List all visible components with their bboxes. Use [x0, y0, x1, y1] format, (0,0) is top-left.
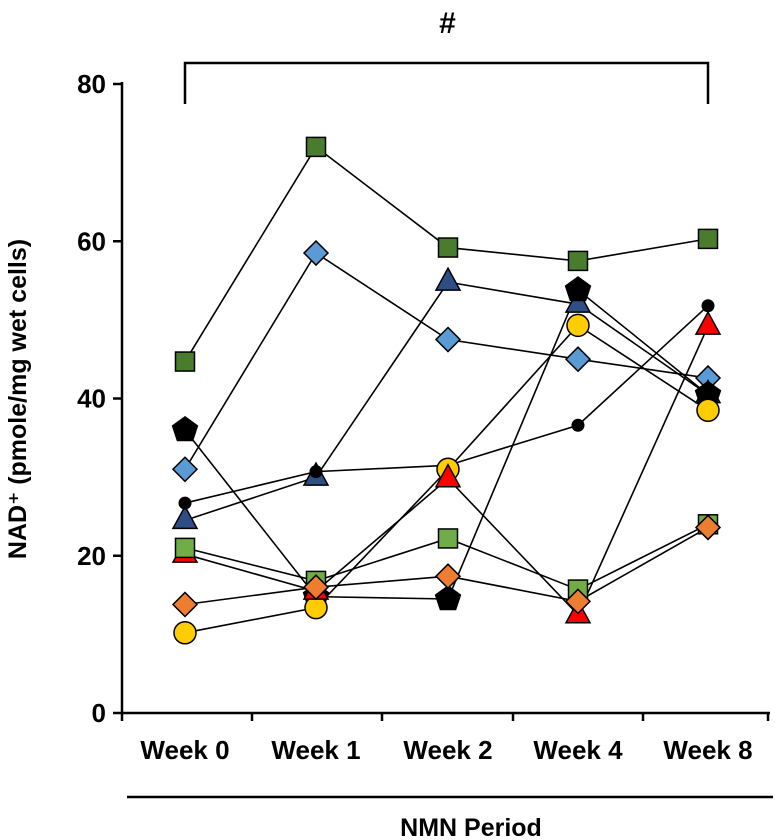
data-point-triangle [434, 463, 462, 488]
y-tick-label: 60 [77, 226, 106, 256]
x-tick-label: Week 0 [140, 735, 229, 765]
series-markers [171, 136, 722, 645]
x-axis-title: NMN Period [400, 814, 542, 840]
data-point-pentagon [171, 415, 199, 442]
data-point-circle [696, 398, 720, 423]
data-point-dot [309, 465, 323, 479]
data-point-diamond [171, 456, 199, 483]
data-point-square [437, 528, 459, 549]
data-point-circle [173, 621, 197, 645]
x-tick-labels: Week 0 Week 1 Week 2 Week 4 Week 8 [140, 735, 752, 765]
data-point-dot [178, 496, 192, 510]
data-point-square [174, 537, 196, 559]
data-point-diamond [564, 588, 592, 615]
x-tick-label: Week 8 [663, 735, 752, 765]
y-axis-title-text: NAD⁺ (pmole/mg wet cells) [4, 239, 32, 559]
significance-bracket-line [183, 61, 710, 104]
significance-marker: # [439, 7, 456, 40]
axes: 0 20 40 60 80 [77, 69, 770, 728]
significance-bracket: # [183, 7, 710, 104]
data-point-triangle [434, 266, 462, 291]
data-point-diamond [434, 326, 462, 353]
y-tick-label: 80 [77, 69, 106, 99]
data-point-pentagon [564, 276, 592, 302]
data-point-diamond [302, 574, 330, 601]
x-tick-label: Week 1 [271, 735, 360, 765]
data-point-diamond [564, 346, 592, 373]
data-point-dot [571, 418, 585, 432]
data-point-square [305, 136, 327, 158]
data-point-square [174, 351, 196, 372]
data-point-square [437, 237, 459, 258]
x-tick-label: Week 4 [533, 735, 623, 765]
data-point-diamond [434, 563, 462, 590]
data-point-triangle [171, 504, 199, 530]
data-point-dot [701, 299, 715, 313]
data-point-diamond [302, 239, 330, 267]
y-tick-label: 20 [77, 541, 106, 571]
x-tick-label: Week 2 [403, 735, 492, 765]
y-tick-label: 0 [92, 698, 106, 728]
data-point-square [697, 228, 719, 250]
data-point-diamond [694, 514, 722, 541]
data-point-pentagon [434, 585, 462, 611]
data-point-square [567, 250, 589, 272]
series-lines [184, 145, 709, 634]
data-point-circle [566, 313, 590, 338]
data-point-diamond [171, 591, 199, 618]
y-tick-label: 40 [77, 384, 106, 414]
data-point-triangle [694, 310, 722, 335]
y-axis-title: NAD⁺ (pmole/mg wet cells) [4, 239, 32, 559]
